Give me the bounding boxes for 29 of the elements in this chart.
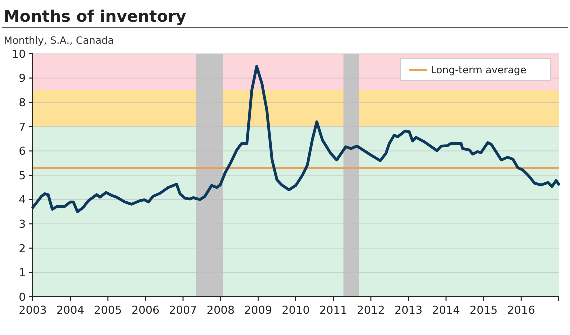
y-tick-label: 8 (19, 96, 26, 110)
x-tick-label: 2005 (94, 304, 122, 317)
legend-label: Long-term average (431, 66, 527, 76)
x-tick-label: 2007 (169, 304, 198, 317)
line-series (32, 65, 560, 214)
x-tick-label: 2012 (357, 304, 386, 317)
y-tick-label: 1 (19, 266, 26, 280)
y-tick-label: 9 (19, 72, 26, 86)
x-tick-label: 2009 (244, 304, 272, 317)
y-tick-label: 5 (19, 169, 26, 182)
y-tick-label: 2 (19, 242, 26, 256)
chart-title: Months of inventory (4, 7, 188, 26)
y-tick-label: 3 (19, 218, 26, 231)
x-tick-label: 2008 (206, 304, 235, 317)
y-tick-label: 4 (19, 194, 26, 207)
x-tick-label: 2016 (507, 304, 536, 317)
chart-subtitle: Monthly, S.A., Canada (4, 36, 114, 47)
x-tick-label: 2004 (56, 304, 85, 317)
y-tick-label: 0 (19, 290, 26, 304)
x-tick-label: 2015 (470, 304, 498, 317)
x-tick-label: 2003 (19, 304, 47, 317)
x-tick-label: 2013 (394, 304, 423, 317)
x-tick-label: 2010 (282, 304, 310, 317)
x-tick-label: 2006 (132, 304, 160, 317)
y-tick-label: 10 (12, 48, 26, 61)
y-tick-label: 7 (19, 120, 26, 134)
y-tick-label: 6 (19, 145, 26, 158)
x-tick-label: 2014 (432, 304, 460, 317)
x-tick-label: 2011 (320, 304, 348, 317)
